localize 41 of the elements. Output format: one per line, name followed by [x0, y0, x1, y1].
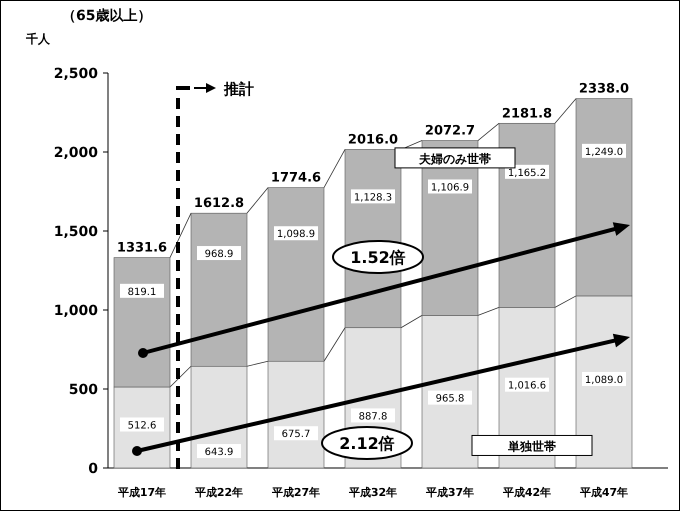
- annotation: 推計: [223, 80, 254, 98]
- data-label: 643.9: [204, 447, 234, 458]
- x-tick-label: 平成37年: [424, 486, 474, 499]
- data-label: 887.8: [358, 411, 388, 422]
- annotation: 1.52倍: [350, 248, 406, 267]
- total-label: 2181.8: [502, 106, 552, 122]
- series-label: 夫婦のみ世帯: [418, 152, 491, 166]
- data-label: 1,165.2: [508, 168, 546, 179]
- x-tick-label: 平成17年: [116, 486, 166, 499]
- y-tick-label: 1,000: [54, 303, 98, 319]
- y-axis-title: 千人: [25, 32, 51, 46]
- data-label: 1,106.9: [430, 182, 470, 194]
- total-label: 1612.8: [194, 196, 244, 212]
- x-tick-label: 平成27年: [270, 486, 320, 499]
- total-label: 2338.0: [578, 82, 630, 97]
- data-label: 1,016.6: [508, 380, 546, 392]
- x-tick-label: 平成22年: [194, 486, 244, 499]
- chart-subtitle: （65歳以上）: [62, 8, 152, 24]
- data-label: 1,249.0: [584, 146, 624, 158]
- data-label: 512.6: [128, 420, 156, 432]
- x-tick-label: 平成32年: [348, 486, 398, 499]
- data-label: 819.1: [128, 286, 156, 298]
- y-tick-label: 2,000: [54, 145, 98, 161]
- total-label: 1774.6: [270, 170, 322, 186]
- data-label: 1,128.3: [354, 192, 392, 204]
- x-tick-label: 平成47年: [578, 486, 628, 499]
- y-tick-label: 2,500: [54, 66, 98, 82]
- data-label: 675.7: [282, 429, 310, 440]
- data-label: 1,089.0: [584, 374, 624, 386]
- data-label: 965.8: [436, 394, 464, 405]
- y-tick-label: 0: [88, 461, 98, 477]
- data-label: 1,098.9: [276, 229, 316, 240]
- annotation: 2.12倍: [339, 434, 395, 453]
- total-label: 2072.7: [424, 124, 476, 139]
- series-label: 単独世帯: [507, 439, 556, 454]
- total-label: 1331.6: [116, 240, 168, 256]
- y-tick-label: 500: [68, 382, 98, 398]
- y-tick-label: 1,500: [54, 224, 98, 240]
- x-tick-label: 平成42年: [502, 486, 552, 499]
- data-label: 968.9: [204, 249, 234, 260]
- total-label: 2016.0: [348, 132, 398, 148]
